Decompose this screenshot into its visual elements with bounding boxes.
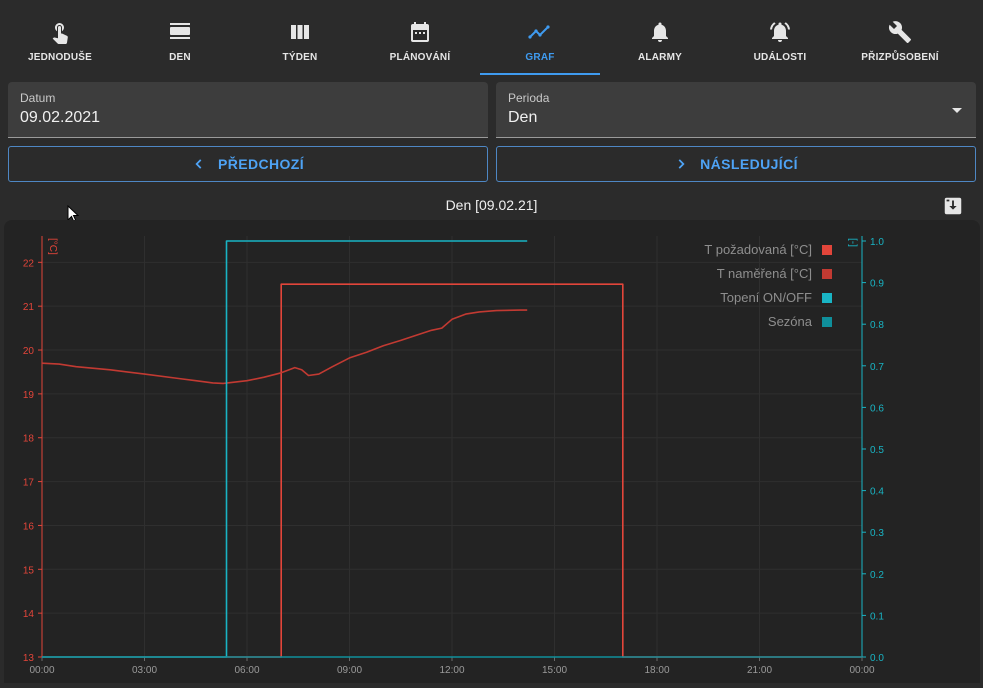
tab-jednoduse[interactable]: JEDNODUŠE [0, 0, 120, 76]
y-tick-label-right: 0.3 [870, 528, 884, 539]
y-tick-label-left: 17 [23, 478, 35, 489]
tab-label: JEDNODUŠE [27, 52, 93, 63]
date-field-value[interactable]: 09.02.2021 [20, 109, 101, 126]
legend-label: T požadovaná [°C] [704, 242, 812, 257]
y-tick-label-right: 0.9 [870, 279, 884, 290]
period-select-label: Perioda [508, 91, 550, 105]
y-tick-label-right: 0.8 [870, 320, 884, 331]
day-view-icon [170, 23, 190, 39]
chart-title: Den [09.02.21] [445, 197, 538, 213]
x-tick-label: 12:00 [439, 665, 464, 676]
tab-tyden[interactable]: TÝDEN [240, 0, 360, 76]
tab-label: DEN [169, 52, 191, 63]
period-select-value[interactable]: Den [508, 109, 538, 126]
tab-prizpusobeni[interactable]: PŘIZPŮSOBENÍ [840, 0, 960, 76]
tab-label: PLÁNOVÁNÍ [389, 52, 451, 63]
chevron-right-icon [678, 159, 685, 169]
tab-udalosti[interactable]: UDÁLOSTI [720, 0, 840, 76]
download-icon[interactable] [942, 195, 964, 217]
y-tick-label-right: 0.1 [870, 611, 884, 622]
chart-panel: 13 14 15 16 17 18 19 20 21 22 [°C] 0.0 0.1 0.2 0.3 0.4 0… [4, 220, 980, 683]
x-tick-label: 00:00 [29, 665, 54, 676]
y-tick-label-right: 0.0 [870, 653, 884, 664]
legend-swatch [822, 293, 832, 303]
legend-swatch [822, 245, 832, 255]
tab-label: GRAF [525, 52, 555, 63]
tab-label: UDÁLOSTI [753, 52, 807, 63]
date-field[interactable]: Datum 09.02.2021 [8, 82, 488, 138]
tab-label: TÝDEN [282, 52, 318, 63]
legend-label: Topení ON/OFF [720, 290, 812, 305]
calendar-icon [411, 22, 429, 42]
y-tick-label-left: 21 [23, 302, 35, 313]
series-line-2 [42, 240, 528, 658]
next-button-label: NÁSLEDUJÍCÍ [700, 156, 798, 172]
y-tick-label-left: 18 [23, 434, 35, 445]
y-tick-label-right: 1.0 [870, 237, 884, 248]
y-tick-label-left: 22 [23, 258, 35, 269]
chart-line-icon [528, 25, 550, 39]
x-tick-label: 18:00 [644, 665, 669, 676]
legend-label: T naměřená [°C] [717, 266, 812, 281]
bell-icon [652, 22, 668, 42]
legend-swatch [822, 269, 832, 279]
temperature-chart: 13 14 15 16 17 18 19 20 21 22 [°C] 0.0 0.1 0.2 0.3 0.4 0… [23, 236, 884, 676]
series-line-1 [41, 309, 528, 385]
touch-icon [52, 23, 68, 44]
y-tick-label-left: 16 [23, 521, 35, 532]
next-button[interactable]: NÁSLEDUJÍCÍ [496, 146, 976, 182]
x-tick-label: 06:00 [234, 665, 259, 676]
y-tick-label-left: 15 [23, 565, 35, 576]
chevron-down-icon[interactable] [952, 108, 962, 113]
tab-label: PŘIZPŮSOBENÍ [861, 52, 939, 63]
y-tick-label-left: 14 [23, 609, 35, 620]
tab-graf[interactable]: GRAF [480, 0, 600, 76]
tab-bar: JEDNODUŠE DEN TÝDEN PLÁNOVÁNÍ GRAF ALARM… [0, 0, 983, 76]
legend-label: Sezóna [768, 314, 813, 329]
y-axis-label-left: [°C] [47, 238, 58, 255]
period-select[interactable]: Perioda Den [496, 82, 976, 138]
date-field-label: Datum [20, 91, 56, 105]
tab-planovani[interactable]: PLÁNOVÁNÍ [360, 0, 480, 76]
y-tick-label-right: 0.2 [870, 570, 884, 581]
y-axis-label-right: [-] [847, 238, 858, 247]
x-tick-label: 09:00 [337, 665, 362, 676]
y-tick-label-left: 20 [23, 346, 35, 357]
x-tick-label: 03:00 [132, 665, 157, 676]
chevron-left-icon [195, 159, 202, 169]
y-tick-label-right: 0.4 [870, 487, 884, 498]
y-tick-label-left: 19 [23, 390, 35, 401]
x-tick-label: 21:00 [747, 665, 772, 676]
y-tick-label-right: 0.5 [870, 445, 884, 456]
x-tick-label: 00:00 [849, 665, 874, 676]
y-tick-label-right: 0.7 [870, 362, 884, 373]
week-view-icon [291, 25, 309, 39]
tab-label: ALARMY [638, 52, 682, 63]
previous-button[interactable]: PŘEDCHOZÍ [8, 146, 488, 182]
y-tick-label-left: 13 [23, 653, 35, 664]
tab-alarmy[interactable]: ALARMY [600, 0, 720, 76]
wrench-icon [888, 21, 911, 43]
legend-swatch [822, 317, 832, 327]
previous-button-label: PŘEDCHOZÍ [217, 156, 305, 172]
y-tick-label-right: 0.6 [870, 403, 884, 414]
x-tick-label: 15:00 [542, 665, 567, 676]
bell-ring-icon [770, 22, 790, 42]
tab-den[interactable]: DEN [120, 0, 240, 76]
